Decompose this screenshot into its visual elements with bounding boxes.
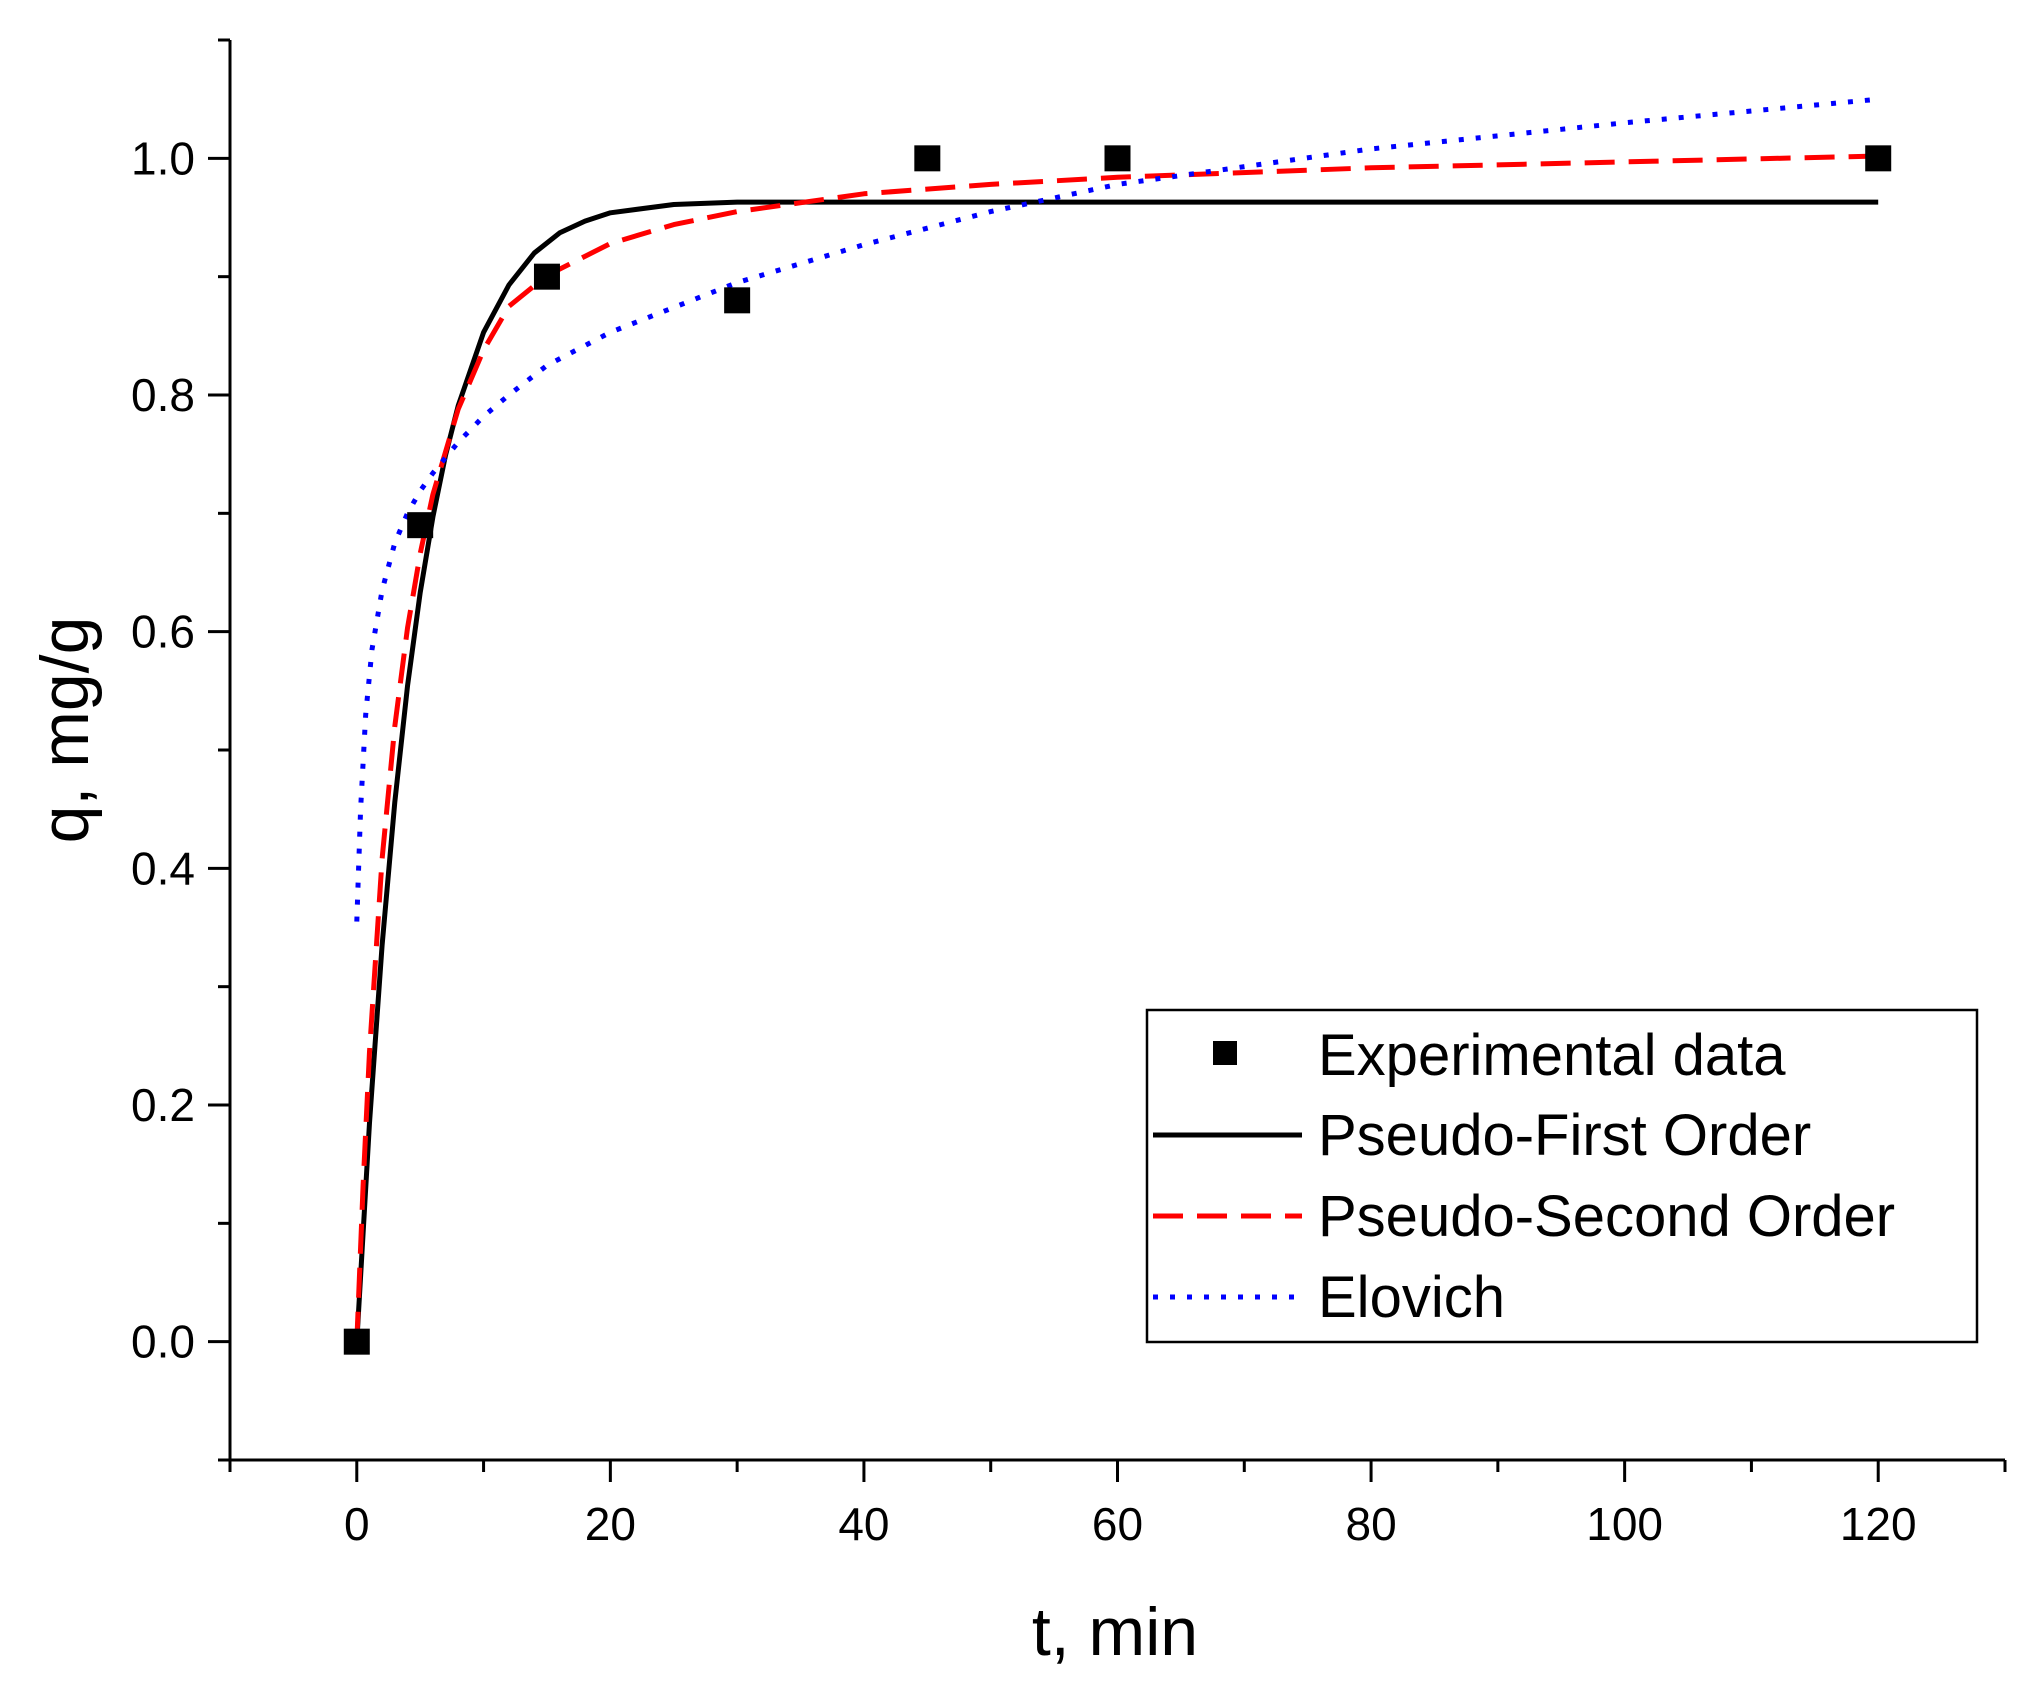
legend-label-pseudo-first-order: Pseudo-First Order <box>1318 1103 1811 1168</box>
data-point <box>407 512 434 539</box>
x-tick-label: 0 <box>344 1498 370 1550</box>
x-tick-label: 100 <box>1586 1498 1663 1550</box>
data-point <box>343 1328 370 1355</box>
y-tick-label: 0.0 <box>131 1316 195 1368</box>
series-elovich <box>354 96 1879 922</box>
data-point <box>724 287 751 314</box>
axes <box>208 38 2007 1482</box>
legend-frame <box>1145 1008 1979 1344</box>
y-tick-label: 0.4 <box>131 842 195 894</box>
y-tick-labels: 0.0 0.2 0.4 0.6 0.8 1.0 <box>131 132 195 1367</box>
legend: Experimental data Pseudo-First Order Pse… <box>1145 1008 1979 1344</box>
data-point <box>1104 145 1131 172</box>
x-tick-labels: 0 20 40 60 80 100 120 <box>344 1498 1917 1550</box>
plot-markers <box>343 145 1892 1355</box>
x-tick-label: 120 <box>1840 1498 1917 1550</box>
series-pseudo-first-order <box>354 199 1879 1342</box>
y-tick-label: 0.2 <box>131 1079 195 1131</box>
legend-label-pseudo-second-order: Pseudo-Second Order <box>1318 1184 1895 1249</box>
x-tick-label: 60 <box>1092 1498 1143 1550</box>
legend-marker-experimental <box>1213 1041 1237 1065</box>
data-point <box>914 145 941 172</box>
plot-lines <box>354 96 1879 1342</box>
x-tick-label: 40 <box>838 1498 889 1550</box>
y-tick-label: 0.6 <box>131 606 195 658</box>
x-axis-title: t, min <box>1032 1594 1198 1670</box>
x-tick-label: 80 <box>1345 1498 1396 1550</box>
data-point <box>1865 145 1892 172</box>
y-tick-label: 0.8 <box>131 369 195 421</box>
y-tick-label: 1.0 <box>131 132 195 184</box>
y-axis-title: q, mg/g <box>27 617 103 844</box>
x-tick-label: 20 <box>585 1498 636 1550</box>
legend-label-experimental: Experimental data <box>1318 1023 1786 1088</box>
series-pseudo-second-order <box>354 153 1879 1342</box>
legend-label-elovich: Elovich <box>1318 1265 1505 1330</box>
data-point <box>533 263 560 290</box>
